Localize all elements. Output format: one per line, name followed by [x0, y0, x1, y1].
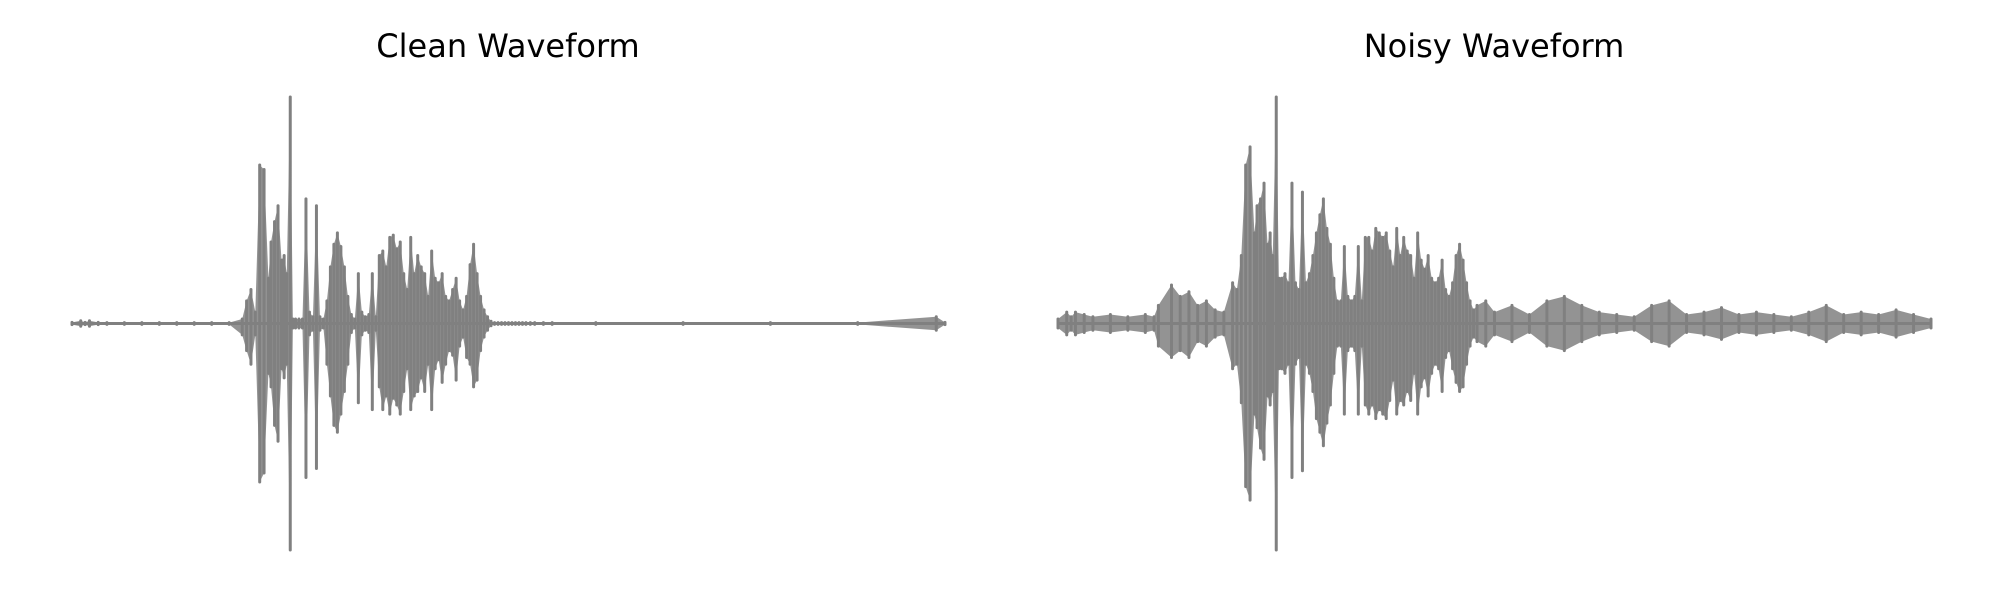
clean-waveform-plot	[70, 95, 947, 552]
clean-waveform-title: Clean Waveform	[376, 27, 639, 65]
noisy-waveform-plot	[1056, 95, 1933, 552]
noisy-waveform-panel: Noisy Waveform	[1056, 27, 1933, 552]
noisy-waveform-title: Noisy Waveform	[1364, 27, 1625, 65]
waveform-envelope	[1058, 97, 1931, 550]
waveform-envelope	[72, 97, 945, 550]
clean-waveform-panel: Clean Waveform	[70, 27, 947, 552]
